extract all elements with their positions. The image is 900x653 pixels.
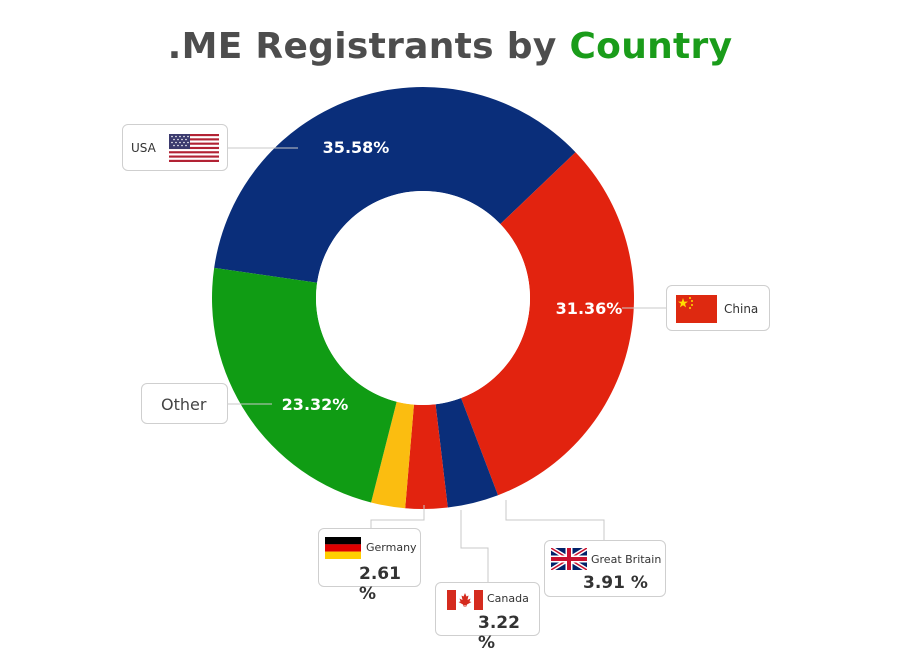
leader-line-gb [505, 500, 605, 542]
callout-germany: Germany 2.61 % [318, 528, 421, 604]
canada-flag-icon [447, 590, 483, 610]
slice-great-britain [435, 398, 498, 508]
label-usa: USA [131, 141, 156, 155]
donut-hole [316, 191, 530, 405]
leader-line-canada [460, 510, 489, 588]
china-flag-icon [676, 295, 717, 323]
callout-gb: Great Britain 3.91 % [544, 540, 666, 597]
callout-other: Other [141, 383, 228, 424]
slice-germany [371, 401, 414, 509]
callout-usa: USA [122, 124, 228, 171]
callout-china: China [666, 285, 770, 331]
slice-label-china: 31.36% [556, 299, 623, 318]
label-china: China [724, 302, 759, 316]
usa-flag-icon [169, 134, 219, 162]
callout-canada: Canada 3.22 % [435, 582, 540, 653]
value-canada: 3.22 % [478, 613, 520, 653]
label-canada: Canada [487, 592, 529, 605]
slice-usa [214, 87, 576, 283]
chart-title: .ME Registrants by Country [0, 26, 900, 67]
slice-canada [405, 404, 448, 509]
value-germany: 2.61 % [359, 564, 401, 604]
slice-label-usa: 35.58% [323, 138, 390, 157]
title-highlight: Country [569, 26, 733, 67]
value-gb: 3.91 % [583, 573, 648, 593]
label-gb: Great Britain [591, 553, 662, 566]
slice-other [211, 267, 397, 503]
leader-line-germany [370, 505, 425, 530]
title-prefix: .ME Registrants by [167, 26, 557, 67]
slice-china [461, 152, 634, 496]
slice-label-other: 23.32% [282, 395, 349, 414]
label-other: Other [161, 395, 207, 414]
label-germany: Germany [366, 541, 417, 554]
uk-flag-icon [551, 548, 587, 570]
germany-flag-icon [325, 537, 361, 559]
